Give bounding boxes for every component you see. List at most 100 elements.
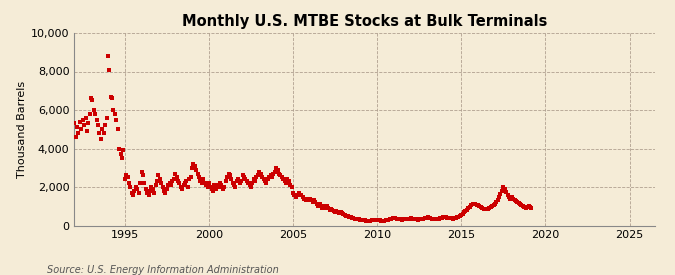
- Point: [281, 181, 292, 185]
- Point: [293, 191, 304, 195]
- Point: [83, 121, 94, 126]
- Point: [520, 206, 531, 210]
- Point: [427, 216, 437, 221]
- Point: [114, 146, 125, 151]
- Point: [88, 108, 99, 112]
- Point: [351, 217, 362, 221]
- Point: [372, 218, 383, 222]
- Point: [203, 181, 214, 185]
- Point: [475, 205, 486, 209]
- Point: [445, 216, 456, 220]
- Point: [148, 191, 159, 195]
- Point: [310, 200, 321, 205]
- Point: [121, 173, 132, 178]
- Point: [132, 187, 142, 191]
- Point: [177, 187, 188, 191]
- Point: [125, 185, 136, 189]
- Point: [493, 194, 504, 199]
- Point: [215, 181, 225, 185]
- Point: [381, 218, 392, 222]
- Point: [112, 127, 123, 131]
- Point: [306, 198, 317, 203]
- Point: [255, 171, 266, 176]
- Point: [223, 171, 234, 176]
- Point: [117, 156, 128, 160]
- Point: [325, 207, 336, 211]
- Point: [87, 98, 98, 103]
- Point: [225, 173, 236, 178]
- Point: [80, 116, 91, 120]
- Point: [453, 214, 464, 219]
- Point: [484, 206, 495, 210]
- Point: [307, 200, 318, 205]
- Point: [246, 185, 256, 189]
- Point: [423, 216, 434, 220]
- Point: [77, 117, 88, 122]
- Point: [437, 215, 448, 220]
- Point: [377, 219, 388, 223]
- Point: [394, 217, 405, 221]
- Point: [333, 210, 344, 214]
- Point: [285, 183, 296, 187]
- Point: [111, 117, 122, 122]
- Point: [128, 192, 138, 197]
- Point: [516, 203, 527, 207]
- Point: [185, 175, 196, 180]
- Point: [163, 183, 173, 187]
- Point: [72, 125, 82, 130]
- Point: [443, 216, 454, 220]
- Point: [352, 217, 363, 221]
- Point: [200, 183, 211, 187]
- Point: [103, 54, 113, 58]
- Point: [107, 96, 117, 101]
- Point: [495, 191, 506, 196]
- Point: [324, 208, 335, 212]
- Point: [184, 177, 194, 182]
- Point: [334, 211, 345, 215]
- Point: [155, 177, 165, 182]
- Point: [271, 166, 281, 170]
- Point: [454, 214, 465, 218]
- Point: [390, 216, 401, 220]
- Point: [174, 181, 185, 185]
- Point: [313, 204, 323, 208]
- Point: [317, 206, 328, 210]
- Point: [119, 177, 130, 182]
- Point: [213, 185, 224, 189]
- Point: [419, 216, 430, 220]
- Point: [436, 216, 447, 220]
- Point: [512, 200, 522, 205]
- Point: [331, 209, 342, 213]
- Point: [234, 181, 245, 185]
- Point: [508, 196, 518, 201]
- Point: [261, 181, 272, 185]
- Point: [341, 214, 352, 218]
- Point: [379, 218, 389, 223]
- Point: [514, 201, 524, 205]
- Point: [136, 169, 147, 174]
- Point: [344, 214, 354, 219]
- Point: [279, 179, 290, 183]
- Point: [164, 181, 175, 185]
- Point: [393, 217, 404, 221]
- Point: [272, 167, 283, 172]
- Point: [316, 204, 327, 208]
- Point: [247, 181, 258, 185]
- Point: [428, 217, 439, 221]
- Point: [73, 131, 84, 135]
- Point: [129, 189, 140, 193]
- Point: [292, 192, 302, 197]
- Point: [371, 218, 381, 222]
- Point: [311, 202, 322, 207]
- Point: [446, 216, 457, 221]
- Point: [264, 175, 275, 180]
- Point: [523, 204, 534, 208]
- Point: [440, 215, 451, 220]
- Point: [237, 173, 248, 178]
- Point: [501, 190, 512, 194]
- Point: [389, 216, 400, 220]
- Point: [212, 183, 223, 187]
- Point: [303, 198, 314, 203]
- Point: [480, 207, 491, 211]
- Point: [173, 179, 184, 183]
